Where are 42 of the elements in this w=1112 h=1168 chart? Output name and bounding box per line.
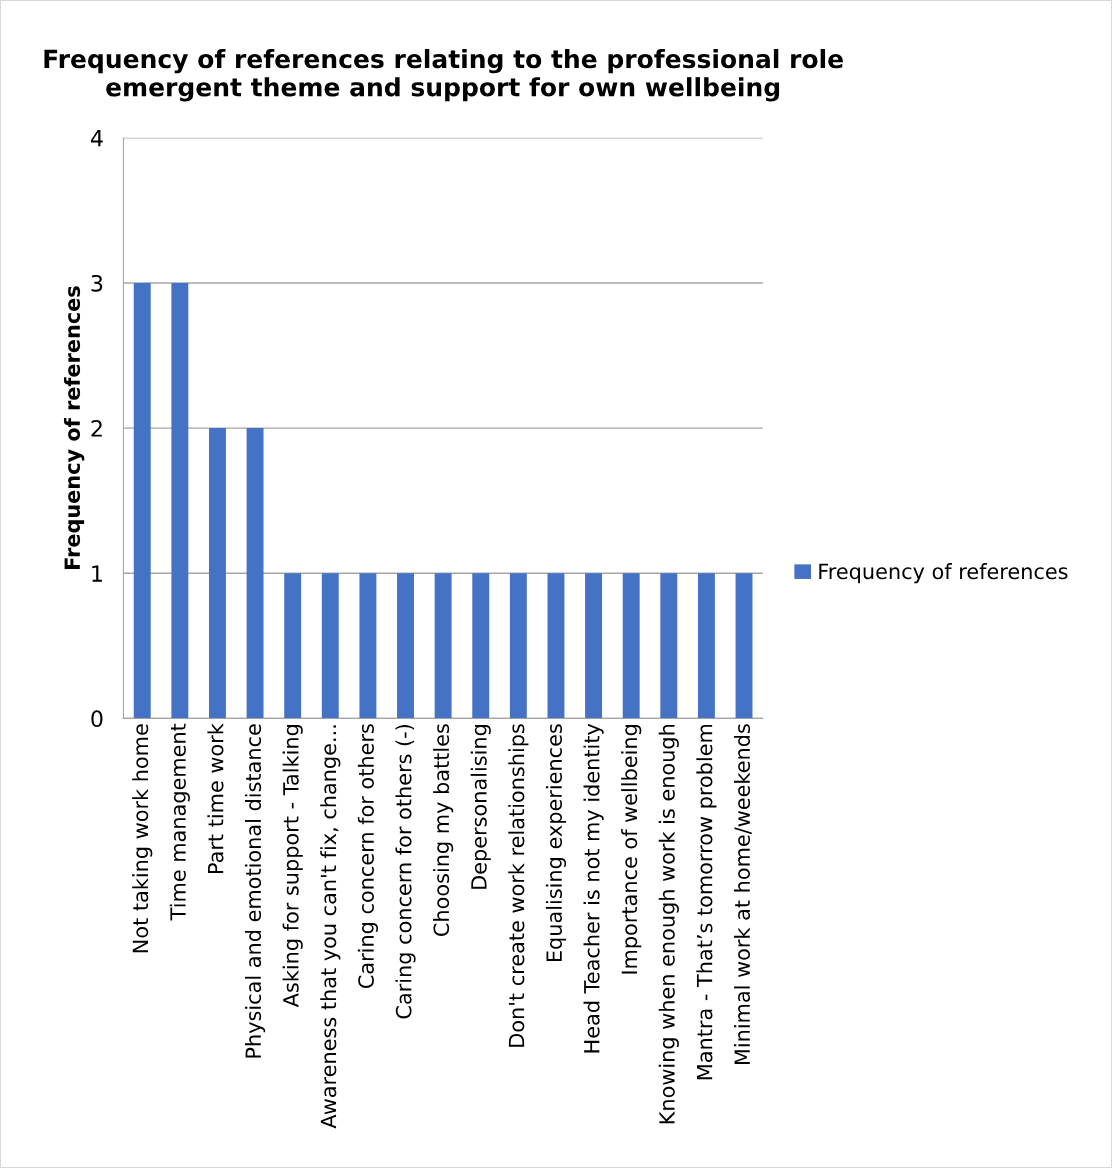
bar: [509, 573, 527, 719]
y-tick-label: 2: [91, 420, 102, 437]
bar: [246, 428, 264, 719]
x-tick-label: Part time work: [207, 723, 224, 873]
bar: [133, 282, 151, 719]
y-tick-label: 1: [92, 565, 102, 582]
x-tick-label: Minimal work at home/weekends: [733, 724, 752, 1065]
x-tick-label: Awareness that you can't fix, change...: [320, 725, 341, 1129]
bar: [321, 573, 339, 719]
y-tick-label: 3: [91, 274, 103, 292]
x-tick-label: Mantra - That’s tomorrow problem: [696, 724, 717, 1080]
bar: [735, 573, 753, 719]
x-tick-label: Not taking work home: [132, 724, 153, 953]
bar: [397, 573, 414, 719]
bar: [697, 573, 715, 719]
bar: [660, 573, 678, 719]
bar: [547, 573, 565, 719]
bar: [209, 428, 226, 719]
x-tick-label: Depersonalising: [470, 725, 491, 889]
bar: [434, 573, 452, 719]
y-tick-label: 0: [91, 710, 103, 728]
x-tick-label: Don't create work relationships: [508, 724, 529, 1047]
x-tick-label: Asking for support - Talking: [282, 725, 303, 1008]
chart-title: Frequency of references relating to the professional role emergent theme and support for own wellbeing: [44, 48, 843, 102]
x-tick-label: Caring concern for others: [357, 724, 378, 989]
bar: [472, 573, 490, 719]
x-tick-label: Importance of wellbeing: [621, 725, 642, 974]
y-axis-title: Frequency of references: [63, 286, 85, 569]
bar: [585, 573, 603, 719]
x-tick-label: Equalising experiences: [545, 724, 567, 962]
bar: [171, 282, 189, 719]
x-tick-label: Caring concern for others (-): [395, 724, 416, 1019]
x-tick-label: Choosing my battles: [433, 724, 454, 936]
x-tick-label: Time management: [169, 723, 190, 921]
bar: [359, 573, 377, 719]
x-tick-label: Knowing when enough work is enough: [658, 724, 679, 1124]
bar: [622, 573, 640, 719]
x-tick-label: Physical and emotional distance: [244, 724, 266, 1058]
x-tick-label: Head Teacher is not my identity: [583, 723, 604, 1053]
legend-label: Frequency of references: [819, 563, 1068, 584]
bar: [284, 573, 302, 719]
y-tick-label: 4: [90, 130, 103, 147]
